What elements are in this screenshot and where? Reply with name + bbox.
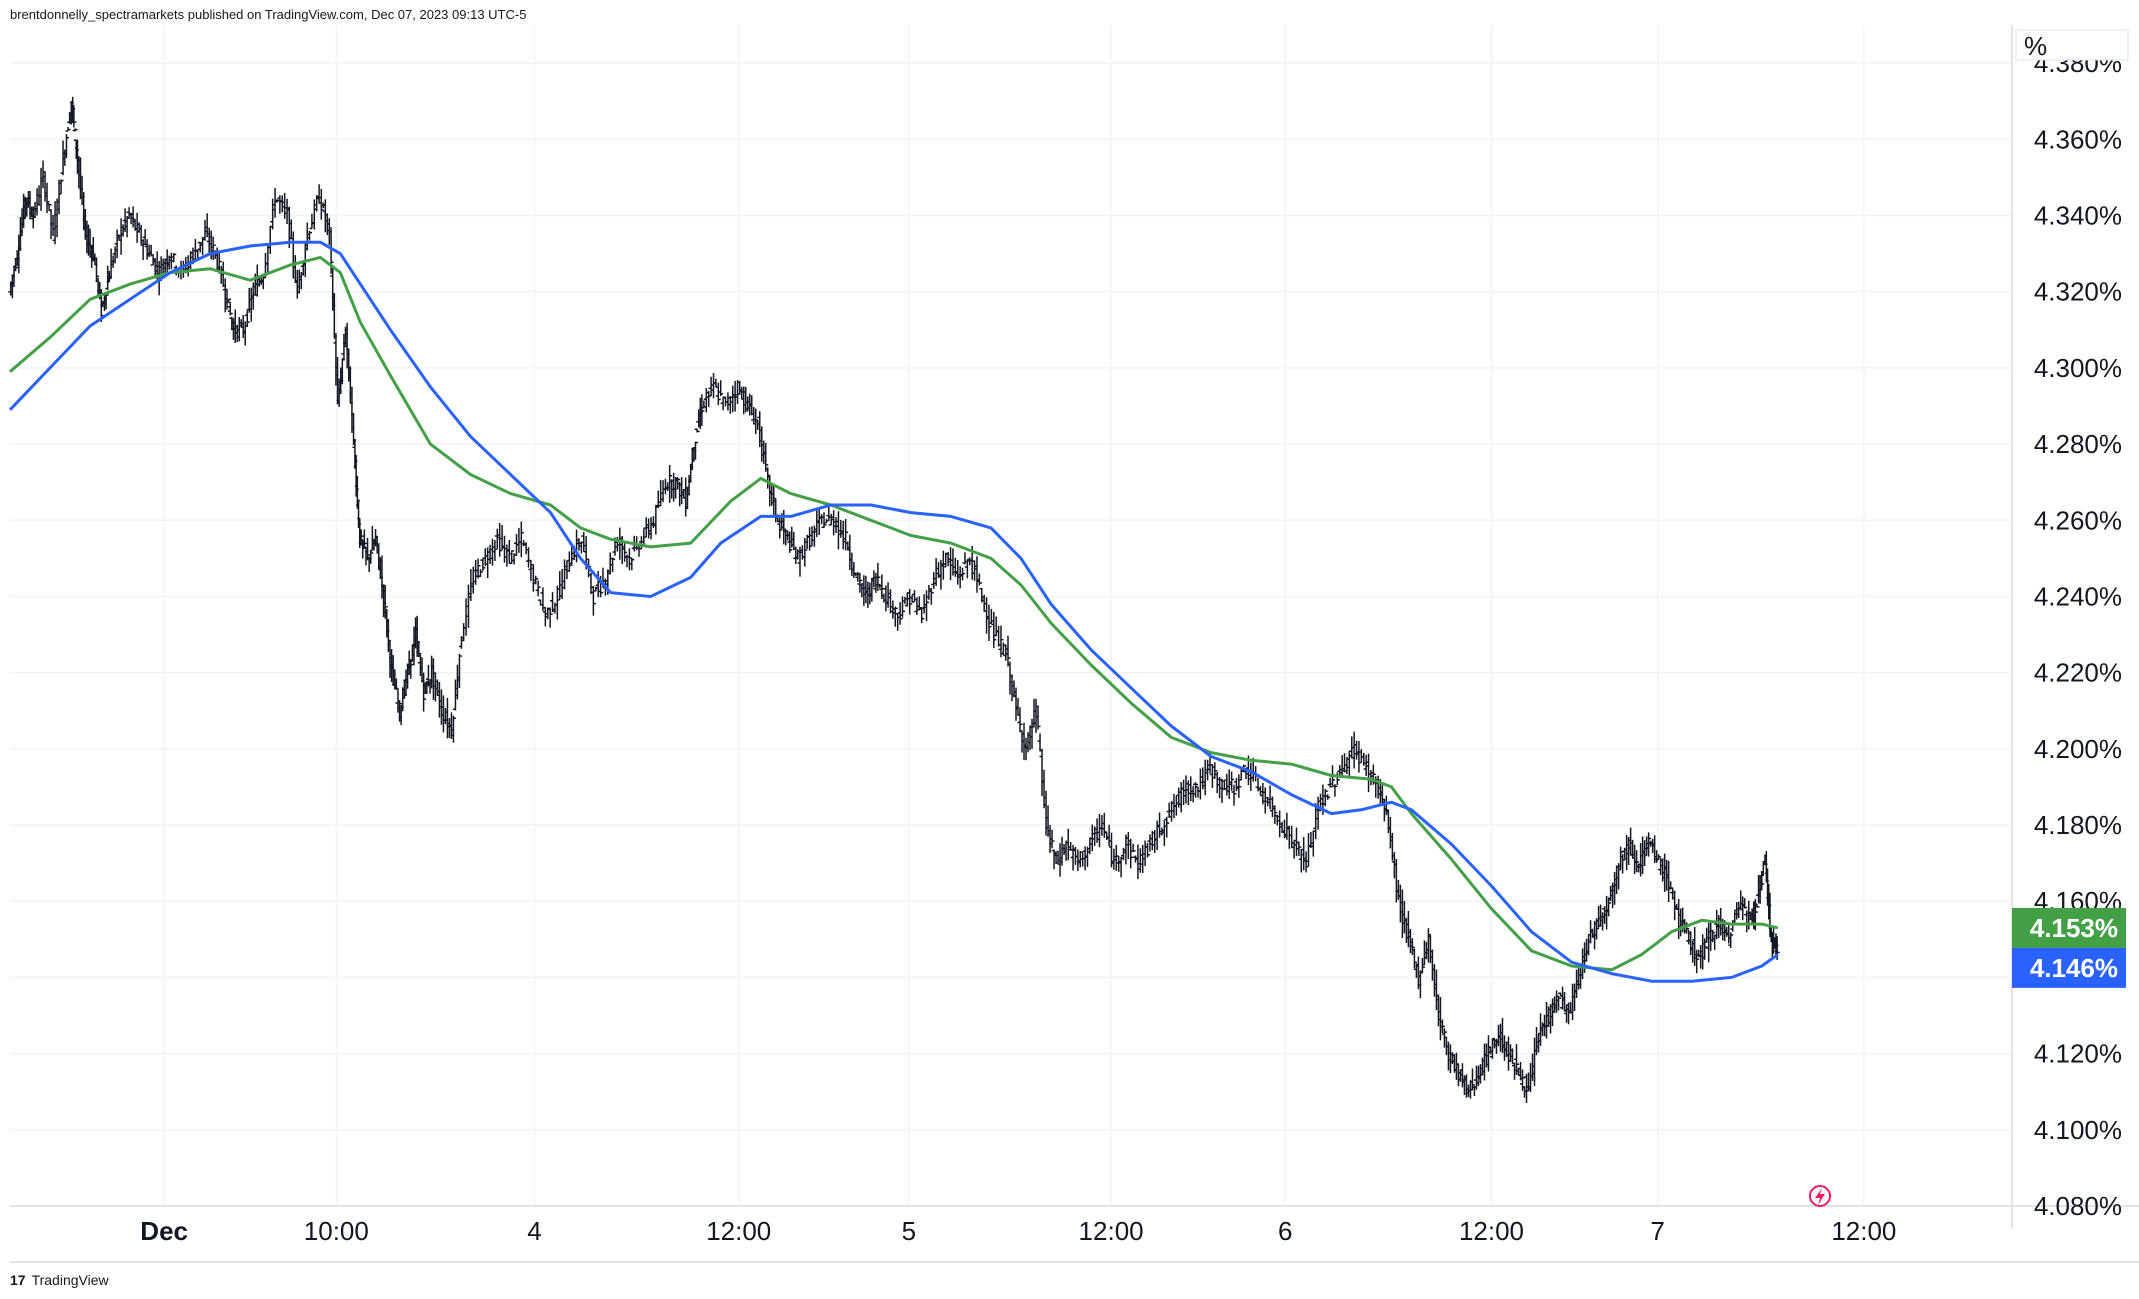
tradingview-logo-icon: 17 — [10, 1272, 26, 1288]
time-tick-label: 12:00 — [1831, 1216, 1896, 1246]
time-tick-label: 5 — [902, 1216, 916, 1246]
unit-label: % — [2024, 31, 2047, 61]
price-tick-label: 4.300% — [2034, 353, 2122, 383]
publisher-line: brentdonnelly_spectramarkets published o… — [10, 7, 527, 22]
flash-icon[interactable] — [1809, 1185, 1831, 1207]
price-tick-label: 4.080% — [2034, 1191, 2122, 1221]
time-tick-label: 12:00 — [1079, 1216, 1144, 1246]
moving-average-series — [8, 240, 1779, 983]
price-tick-label: 4.200% — [2034, 734, 2122, 764]
time-tick-label: Dec — [140, 1216, 188, 1246]
last-value-label: 4.146% — [2030, 953, 2118, 983]
time-tick-label: 12:00 — [1459, 1216, 1524, 1246]
price-tick-label: 4.320% — [2034, 277, 2122, 307]
candle-series — [8, 96, 1780, 1103]
price-tick-label: 4.280% — [2034, 429, 2122, 459]
time-tick-label: 12:00 — [706, 1216, 771, 1246]
tradingview-watermark-text: TradingView — [31, 1272, 109, 1288]
time-tick-label: 7 — [1650, 1216, 1664, 1246]
price-tick-label: 4.360% — [2034, 124, 2122, 154]
price-tick-label: 4.340% — [2034, 200, 2122, 230]
price-tick-label: 4.260% — [2034, 505, 2122, 535]
time-tick-label: 4 — [527, 1216, 541, 1246]
time-tick-label: 10:00 — [304, 1216, 369, 1246]
green-last-value-badge — [2012, 907, 2126, 948]
price-tick-label: 4.220% — [2034, 658, 2122, 688]
grid-lines — [10, 25, 2012, 1207]
unit-button[interactable]: % — [2015, 29, 2129, 61]
price-tick-label: 4.240% — [2034, 581, 2122, 611]
green-ma-line — [9, 255, 1779, 972]
chart-background — [10, 25, 2139, 1275]
blue-ma-line — [8, 240, 1779, 983]
price-tick-label: 4.120% — [2034, 1039, 2122, 1069]
blue-last-value-badge — [2012, 947, 2126, 988]
price-axis[interactable]: 4.080%4.100%4.120%4.140%4.160%4.180%4.20… — [2034, 48, 2122, 1221]
price-tick-label: 4.100% — [2034, 1115, 2122, 1145]
time-axis[interactable]: Dec 10:00 4 12:00 5 12:00 6 12:00 7 12:00 — [140, 1216, 1896, 1246]
last-value-badges: 4.153% 4.146% — [2012, 907, 2126, 988]
tradingview-watermark[interactable]: 17 TradingView — [10, 1272, 109, 1288]
price-tick-label: 4.180% — [2034, 810, 2122, 840]
last-value-label: 4.153% — [2030, 913, 2118, 943]
time-tick-label: 6 — [1278, 1216, 1292, 1246]
